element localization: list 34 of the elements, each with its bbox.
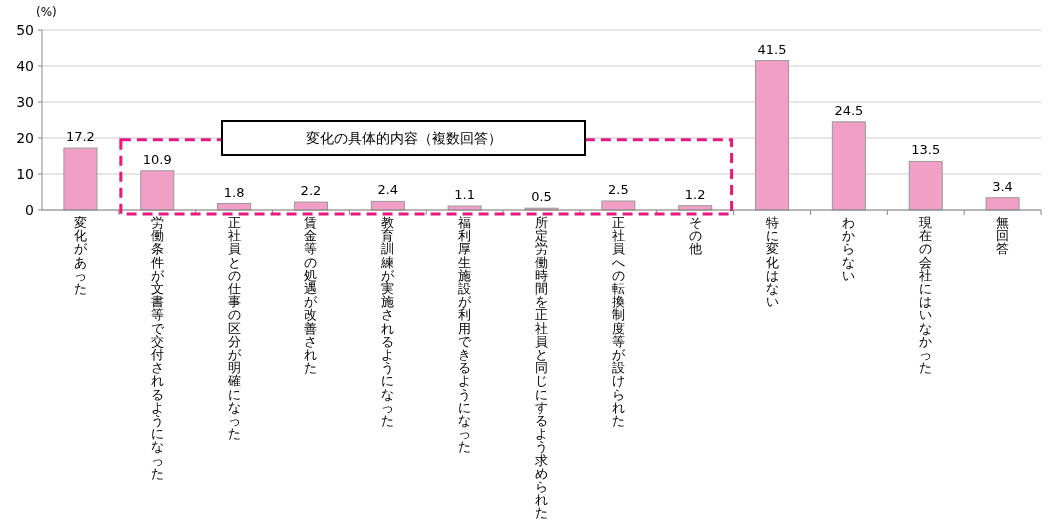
y-tick-label: 40 xyxy=(16,57,34,74)
x-tick-label: 無回答 xyxy=(996,215,1010,257)
y-tick-label: 10 xyxy=(16,165,34,182)
data-label: 2.5 xyxy=(608,182,629,197)
data-label: 1.1 xyxy=(454,187,475,203)
category-label: 正社員への転換制度等が設けられた xyxy=(611,215,625,428)
x-tick-label: 変化があった xyxy=(73,215,88,296)
data-label: 13.5 xyxy=(911,142,941,158)
data-label: 0.5 xyxy=(531,189,552,205)
annotation: 変化の具体的内容（複数回答） xyxy=(305,129,502,146)
data-label: 1.8 xyxy=(223,184,245,200)
data-label: 41.5 xyxy=(757,41,787,57)
category-label: 正社員との仕事の区分が明確になった xyxy=(227,215,241,442)
data-label: 3.4 xyxy=(992,178,1013,194)
category-label: 教育訓練が実施されるようになった xyxy=(381,215,395,428)
data-label: 1.2 xyxy=(684,186,706,202)
category-label: 所定労働時間を正社員と同じにするよう求められた xyxy=(535,215,548,521)
x-tick-label: わからない xyxy=(842,215,856,283)
data-label: 10.9 xyxy=(142,151,172,167)
data-label: 2.4 xyxy=(377,182,399,198)
category-label: 現在の会社にはいなかった xyxy=(919,215,933,376)
data-label: 24.5 xyxy=(834,102,864,118)
y-axis-title: (%) xyxy=(36,5,57,19)
data-label: 2.2 xyxy=(300,183,322,199)
data-label: 17.2 xyxy=(65,129,95,145)
category-label: 労働条件が文書等で交付されるようになった xyxy=(150,215,164,481)
x-tick-label: その他 xyxy=(688,215,702,257)
x-tick-label: 特に変化はない xyxy=(765,215,779,310)
y-tick-label: 20 xyxy=(16,129,34,146)
y-tick-label: 50 xyxy=(16,21,34,38)
y-tick-label: 0 xyxy=(25,201,34,218)
y-tick-label: 30 xyxy=(16,93,34,110)
category-label: 福利厚生施設が利用できるようになった xyxy=(458,215,472,455)
category-label: 賃金等の処遇が改善された xyxy=(304,215,318,376)
